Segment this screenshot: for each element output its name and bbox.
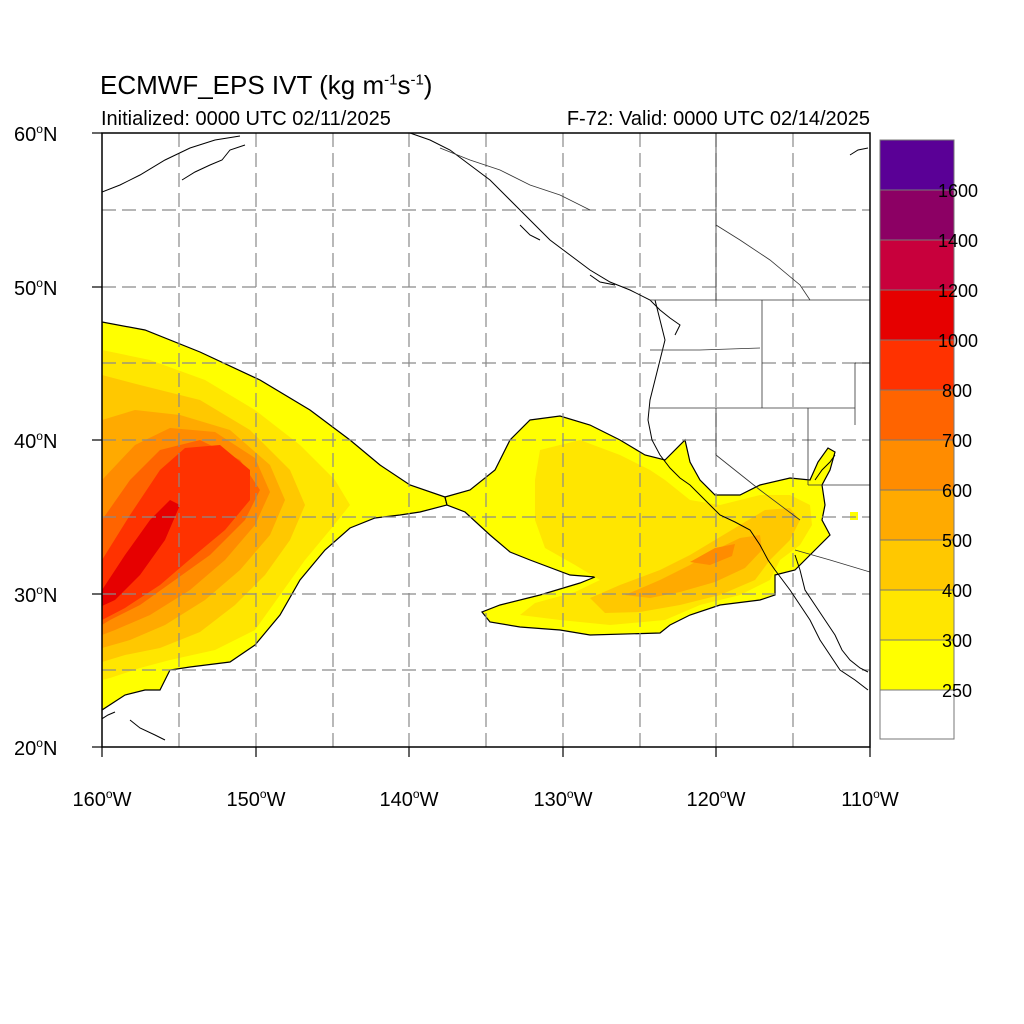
colorbar-band-600 bbox=[879, 439, 955, 491]
colorbar-band-below bbox=[879, 689, 955, 740]
lon-label-160w: 160oW bbox=[73, 787, 132, 811]
colorbar-label-300: 300 bbox=[942, 631, 972, 651]
colorbar-band-700 bbox=[879, 389, 955, 441]
colorbar-band-1600 bbox=[879, 139, 955, 191]
lon-label-140w: 140oW bbox=[380, 787, 439, 811]
colorbar-label-400: 400 bbox=[942, 581, 972, 601]
initialized-label: Initialized: 0000 UTC 02/11/2025 bbox=[101, 108, 391, 130]
colorbar-label-1000: 1000 bbox=[938, 331, 978, 351]
colorbar-label-1400: 1400 bbox=[938, 231, 978, 251]
ivt-field bbox=[102, 321, 858, 711]
ivt-plume-west-1000 bbox=[102, 500, 180, 606]
lat-label-40: 40oN bbox=[14, 429, 57, 453]
political-borders bbox=[439, 133, 870, 573]
colorbar-label-250: 250 bbox=[942, 681, 972, 701]
colorbar-label-600: 600 bbox=[942, 481, 972, 501]
map-title: ECMWF_EPS IVT (kg m-1s-1) bbox=[100, 70, 433, 100]
colorbar-label-500: 500 bbox=[942, 531, 972, 551]
colorbar-band-800 bbox=[879, 339, 955, 391]
colorbar-band-1000 bbox=[879, 289, 955, 341]
colorbar-band-500 bbox=[879, 489, 955, 541]
ivt-speck bbox=[850, 512, 858, 520]
colorbar-label-800: 800 bbox=[942, 381, 972, 401]
coastlines bbox=[102, 133, 869, 741]
colorbar-label-700: 700 bbox=[942, 431, 972, 451]
lon-labels: 160oW 150oW 140oW 130oW 120oW 110oW bbox=[73, 787, 899, 811]
lon-label-110w: 110oW bbox=[841, 787, 899, 811]
colorbar-label-1200: 1200 bbox=[938, 281, 978, 301]
lat-label-60: 60oN bbox=[14, 122, 57, 146]
colorbar-label-1600: 1600 bbox=[938, 181, 978, 201]
colorbar-band-250 bbox=[879, 639, 955, 691]
lat-label-20: 20oN bbox=[14, 736, 57, 760]
lat-label-30: 30oN bbox=[14, 583, 57, 607]
colorbar-band-1200 bbox=[879, 239, 955, 291]
axis-ticks bbox=[92, 132, 871, 757]
ivt-plume-west-800 bbox=[102, 445, 250, 620]
valid-time-label: F-72: Valid: 0000 UTC 02/14/2025 bbox=[566, 108, 870, 130]
colorbar-band-300 bbox=[879, 589, 955, 641]
lat-lon-grid bbox=[102, 133, 870, 747]
lon-label-120w: 120oW bbox=[687, 787, 746, 811]
lat-label-50: 50oN bbox=[14, 276, 57, 300]
ivt-plume-east-600 bbox=[690, 544, 735, 565]
lat-labels: 60oN 50oN 40oN 30oN 20oN bbox=[14, 122, 57, 760]
lon-label-150w: 150oW bbox=[227, 787, 286, 811]
lon-label-130w: 130oW bbox=[534, 787, 593, 811]
colorbar: 250 300 400 500 600 700 800 1000 1200 14… bbox=[879, 139, 978, 740]
colorbar-band-1400 bbox=[879, 189, 955, 241]
